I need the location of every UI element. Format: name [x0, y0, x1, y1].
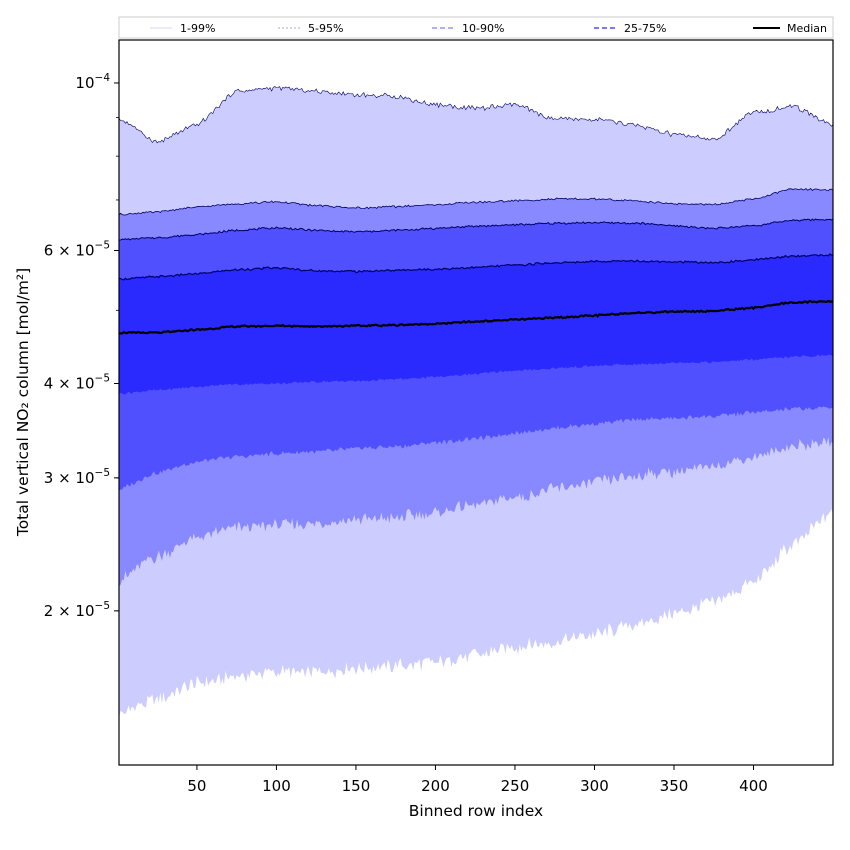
band-25-75: [119, 253, 833, 395]
legend: 1-99% 5-95% 10-90% 25-75% Median: [118, 16, 834, 39]
legend-item-10-90: 10-90%: [432, 22, 504, 35]
x-tick-label: 350: [660, 777, 689, 795]
y-tick-label: 4 × 10−5: [44, 373, 110, 393]
legend-frame: [118, 16, 834, 39]
plot-frame: [118, 39, 834, 766]
y-tick-label: 6 × 10−5: [44, 240, 110, 260]
x-tick-label: 300: [580, 777, 609, 795]
x-axis-label: Binned row index: [409, 802, 543, 820]
x-tick-label: 150: [342, 777, 371, 795]
legend-item-1-99: 1-99%: [150, 22, 215, 35]
upper-edge-line-p95: [119, 187, 833, 216]
legend-item-5-95: 5-95%: [278, 22, 343, 35]
x-tick-label: 100: [262, 777, 291, 795]
upper-edge-line-p90: [119, 218, 833, 241]
legend-label: 1-99%: [180, 22, 215, 35]
plot-area: [119, 86, 833, 717]
legend-item-25-75: 25-75%: [594, 22, 666, 35]
legend-label: Median: [787, 22, 827, 35]
x-tick-label: 400: [739, 777, 768, 795]
x-tick-label: 200: [421, 777, 450, 795]
upper-edge-line-p99: [119, 86, 833, 144]
x-axis: 50 100 150 200 250 300 350 400: [187, 765, 768, 795]
upper-edge-line-p75: [119, 253, 833, 281]
median-line: [119, 299, 833, 335]
x-tick-label: 250: [501, 777, 530, 795]
x-tick-label: 50: [187, 777, 206, 795]
y-tick-label: 10−4: [75, 72, 110, 92]
legend-label: 25-75%: [624, 22, 666, 35]
legend-label: 10-90%: [462, 22, 504, 35]
legend-label: 5-95%: [308, 22, 343, 35]
y-tick-label: 2 × 10−5: [44, 600, 110, 620]
y-axis-label: Total vertical NO₂ column [mol/m²]: [14, 268, 32, 537]
y-axis: 2 × 10−5 3 × 10−5 4 × 10−5 6 × 10−5 10−4: [44, 72, 119, 620]
legend-item-median: Median: [753, 22, 827, 35]
y-tick-label: 3 × 10−5: [44, 467, 110, 487]
